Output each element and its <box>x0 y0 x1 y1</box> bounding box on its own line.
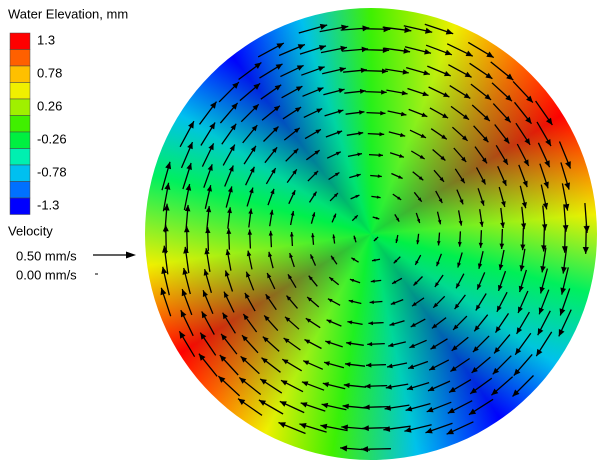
legend-label: -0.26 <box>37 132 67 147</box>
velocity-title: Velocity <box>8 223 53 238</box>
legend-label: 0.26 <box>37 99 62 114</box>
elevation-field <box>145 8 597 460</box>
velocity-label: 0.00 mm/s <box>16 267 77 282</box>
vector-shafts <box>160 23 588 451</box>
velocity-label: 0.50 mm/s <box>16 248 77 263</box>
legend-swatch <box>9 32 31 50</box>
legend-label: -0.78 <box>37 165 67 180</box>
legend-swatch <box>9 98 31 116</box>
legend-swatch <box>9 164 31 182</box>
legend-swatch <box>9 148 31 166</box>
legend-swatch <box>9 49 31 67</box>
legend-label: -1.3 <box>37 198 59 213</box>
velocity-arrow-head <box>126 251 136 259</box>
legend-swatch <box>9 82 31 100</box>
legend-title: Water Elevation, mm <box>8 6 128 21</box>
vector-heads <box>160 23 590 453</box>
legend-swatch <box>9 181 31 199</box>
legend-swatch <box>9 197 31 215</box>
legend-label: 1.3 <box>37 33 55 48</box>
legend-swatch <box>9 131 31 149</box>
legend-swatch <box>9 65 31 83</box>
legend-swatch <box>9 115 31 133</box>
legend-label: 0.78 <box>37 66 62 81</box>
